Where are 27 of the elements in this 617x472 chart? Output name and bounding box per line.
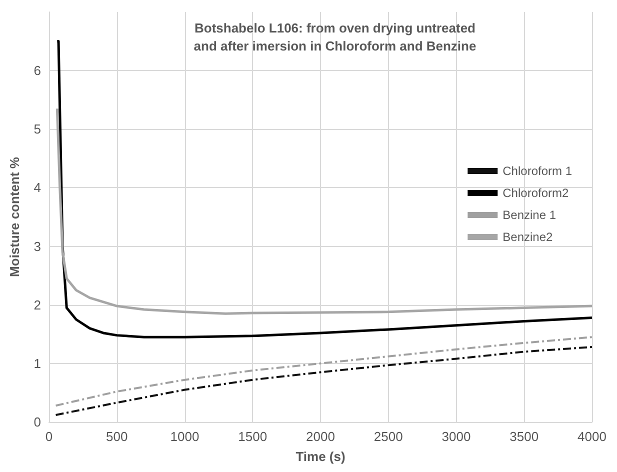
y-tick-label: 1 <box>34 356 41 371</box>
x-tick-label: 1500 <box>238 429 268 444</box>
line-series <box>56 40 594 338</box>
x-tick-label: 2000 <box>306 429 335 444</box>
y-tick-label: 4 <box>34 180 41 196</box>
y-axis-title: Moisture content % <box>7 156 22 277</box>
legend-label: Benzine 1 <box>502 208 556 222</box>
x-tick-label: 1000 <box>170 429 200 444</box>
text: Botshabelo L106: from oven drying untreated and after imersion in Chloroform and Benzine <box>194 20 476 54</box>
line-series <box>56 107 594 315</box>
x-tick-label: 0 <box>45 429 53 444</box>
x-tick-label: 500 <box>106 429 128 444</box>
line-series <box>54 346 593 416</box>
legend-label: Benzine2 <box>502 230 554 244</box>
legend-label: Chloroform2 <box>502 186 569 200</box>
y-tick-label: 5 <box>34 122 41 137</box>
x-tick-label: 4000 <box>578 429 606 444</box>
x-tick-label: 2500 <box>374 429 403 444</box>
y-tick-label: 2 <box>34 297 41 312</box>
legend-label: Chloroform 1 <box>502 164 572 178</box>
x-tick-label: 3000 <box>442 429 471 444</box>
x-tick-label: 3500 <box>510 429 539 444</box>
y-tick-label: 6 <box>34 63 41 78</box>
line-series <box>54 336 593 407</box>
y-tick-label: 3 <box>34 238 41 254</box>
x-axis-title: Time (s) <box>296 449 346 464</box>
y-tick-label: 0 <box>34 414 41 430</box>
